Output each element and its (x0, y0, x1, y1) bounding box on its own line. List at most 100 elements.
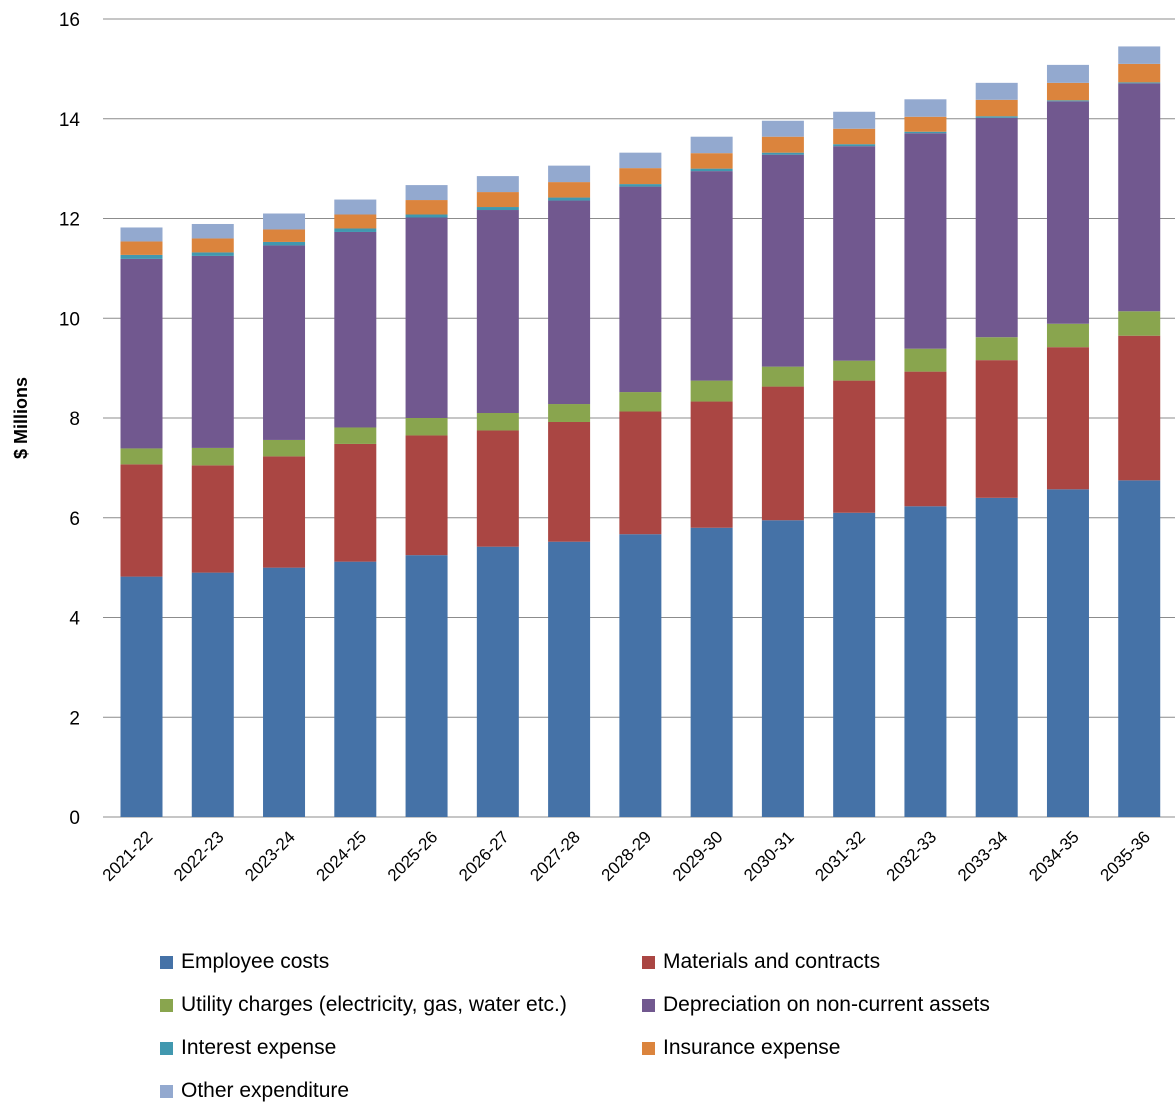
x-tick-label: 2034-35 (1025, 827, 1083, 885)
x-tick-label: 2031-32 (811, 827, 869, 885)
bar-stack-2025-26 (405, 185, 448, 817)
bar-segment (191, 238, 234, 253)
bar-stack-2026-27 (476, 176, 519, 817)
bar-segment (1118, 46, 1161, 64)
bar-segment (334, 443, 377, 562)
legend-item: Interest expense (160, 1036, 336, 1060)
bar-segment (833, 380, 876, 513)
bar-segment (1046, 101, 1089, 324)
bar-segment (548, 165, 591, 183)
bar-segment (120, 227, 163, 242)
legend-label: Other expenditure (181, 1079, 350, 1102)
bar-segment (975, 360, 1018, 498)
bar-segment (191, 223, 234, 239)
bar-stack-2030-31 (761, 120, 804, 817)
bar-segment (120, 258, 163, 449)
legend-item: Depreciation on non-current assets (642, 993, 990, 1017)
y-tick-label: 12 (59, 210, 80, 231)
bar-stack-2033-34 (975, 82, 1018, 817)
bar-segment (690, 136, 733, 154)
bar-segment (1118, 82, 1161, 84)
y-tick-label: 4 (69, 609, 80, 630)
bar-segment (120, 241, 163, 255)
bar-segment (904, 348, 947, 372)
bar-segment (833, 360, 876, 381)
bar-segment (1118, 335, 1161, 481)
legend-swatch (160, 1084, 173, 1098)
bar-segment (476, 192, 519, 208)
y-tick-label: 8 (69, 409, 80, 430)
bar-segment (120, 254, 163, 259)
bar-segment (334, 231, 377, 428)
bar-segment (1046, 64, 1089, 83)
bar-segment (975, 116, 1018, 118)
bar-segment (761, 520, 804, 817)
bar-segment (761, 120, 804, 137)
bar-segment (690, 401, 733, 528)
bar-segment (191, 447, 234, 466)
bar-segment (405, 555, 448, 817)
bar-segment (975, 337, 1018, 361)
y-axis-label: $ Millions (11, 377, 31, 459)
bar-segment (476, 210, 519, 414)
bar-segment (833, 144, 876, 147)
bar-segment (975, 117, 1018, 338)
bar-segment (548, 541, 591, 817)
bar-segment (975, 82, 1018, 100)
bars (120, 46, 1161, 817)
bar-segment (761, 366, 804, 387)
bar-segment (1118, 83, 1161, 312)
bar-segment (263, 241, 306, 246)
x-tick-label: 2033-34 (954, 827, 1012, 885)
bar-segment (263, 213, 306, 230)
bar-segment (405, 200, 448, 215)
bar-segment (476, 546, 519, 817)
bar-segment (476, 413, 519, 431)
bar-segment (548, 200, 591, 405)
bar-segment (334, 199, 377, 215)
bar-segment (904, 133, 947, 349)
legend-item: Other expenditure (160, 1079, 349, 1103)
bar-segment (191, 252, 234, 256)
bar-segment (904, 371, 947, 507)
bar-segment (334, 427, 377, 444)
x-tick-label: 2021-22 (99, 827, 157, 885)
bar-segment (690, 380, 733, 402)
legend-swatch (160, 1041, 173, 1055)
x-tick-label: 2032-33 (883, 827, 941, 885)
bar-segment (191, 465, 234, 573)
y-tick-label: 14 (59, 110, 81, 131)
bar-segment (548, 404, 591, 422)
y-tick-label: 0 (69, 808, 80, 829)
bar-segment (904, 116, 947, 132)
legend-swatch (642, 998, 655, 1012)
x-tick-label: 2030-31 (740, 827, 798, 885)
bar-stack-2028-29 (619, 152, 662, 817)
bar-segment (690, 171, 733, 381)
bar-segment (690, 153, 733, 169)
bar-stack-2023-24 (263, 213, 306, 817)
legend-item: Materials and contracts (642, 950, 880, 974)
bar-stack-2029-30 (690, 136, 733, 817)
legend-swatch (160, 955, 173, 969)
x-tick-label: 2025-26 (384, 827, 442, 885)
bar-segment (619, 411, 662, 535)
bar-segment (548, 197, 591, 201)
bar-segment (1118, 311, 1161, 336)
bar-segment (405, 217, 448, 418)
bar-segment (334, 228, 377, 232)
bar-segment (548, 421, 591, 542)
bar-segment (761, 154, 804, 367)
bar-segment (619, 152, 662, 169)
bar-segment (619, 186, 662, 393)
bar-segment (263, 567, 306, 817)
bar-segment (334, 561, 377, 817)
x-tick-label: 2023-24 (241, 827, 299, 885)
x-axis-ticks: 2021-22 2022-23 2023-24 2024-25 2025-26 2026-… (99, 827, 1154, 885)
bar-stack-2027-28 (548, 165, 591, 817)
legend-label: Interest expense (181, 1036, 337, 1059)
bar-segment (476, 176, 519, 193)
bar-segment (191, 572, 234, 817)
bar-stack-2035-36 (1118, 46, 1161, 817)
